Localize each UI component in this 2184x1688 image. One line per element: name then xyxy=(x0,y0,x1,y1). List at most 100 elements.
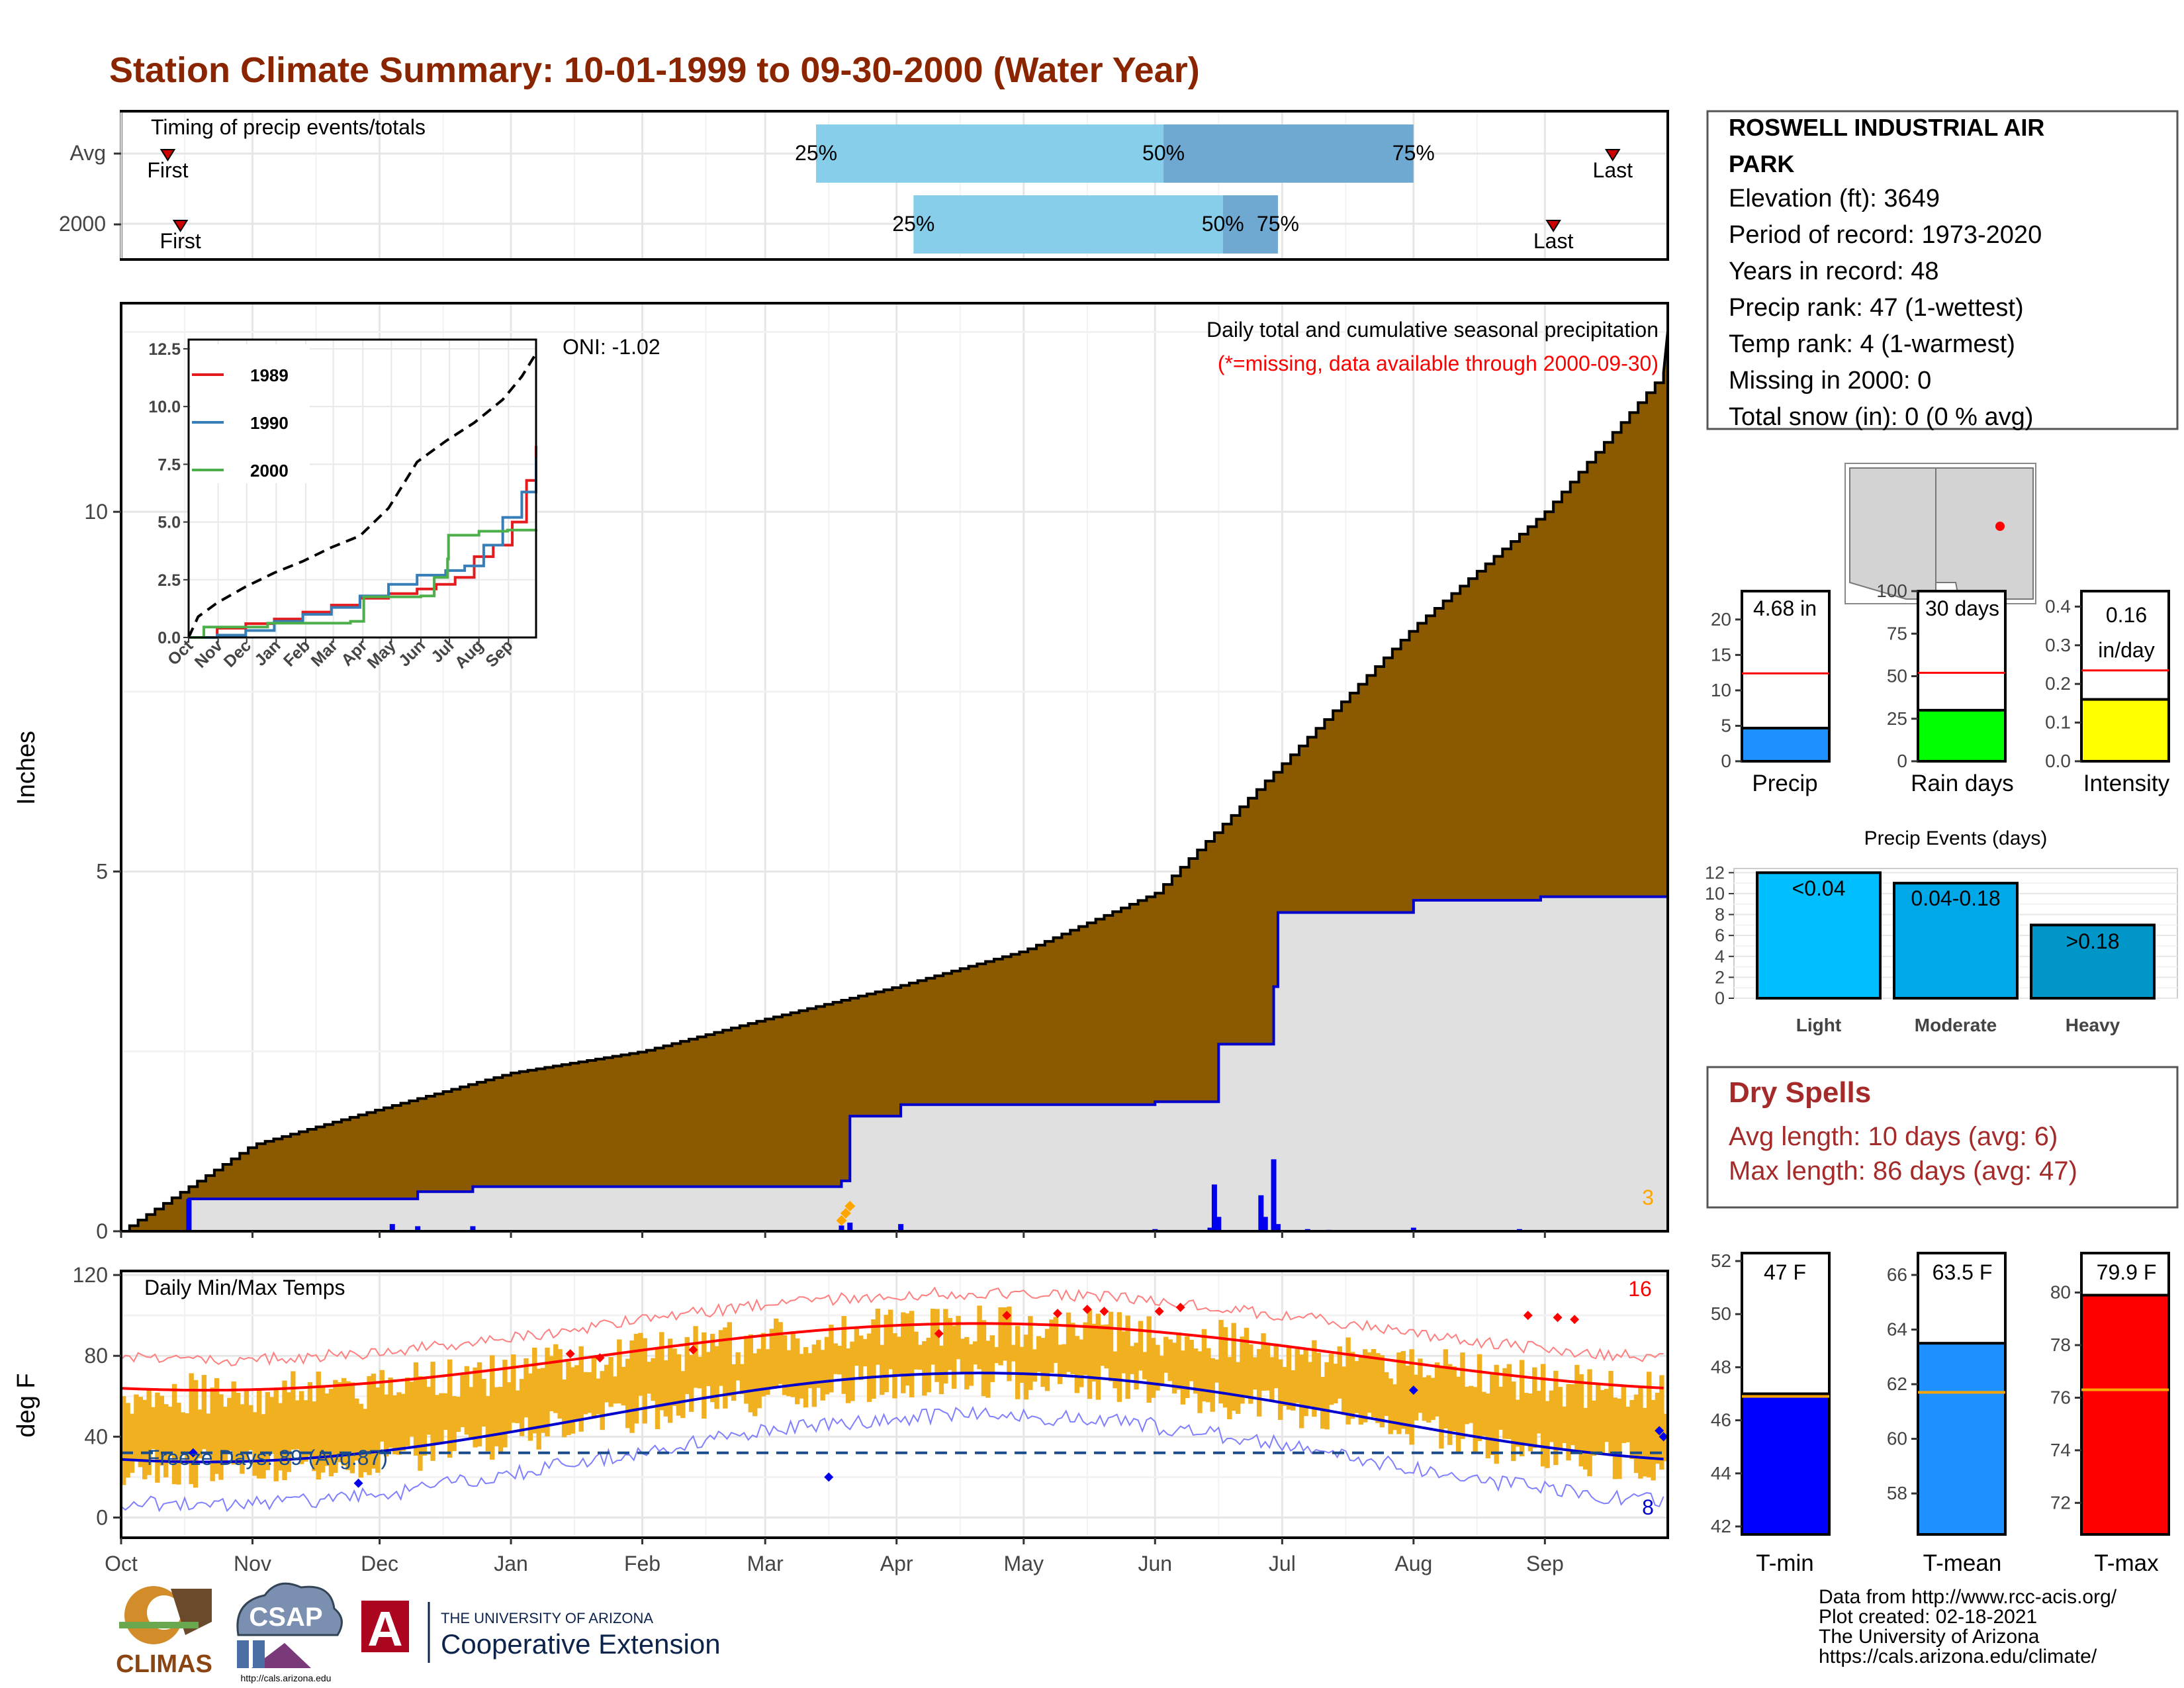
daily-temp-bar xyxy=(244,1389,250,1460)
daily-temp-bar xyxy=(1455,1376,1461,1452)
daily-temp-bar xyxy=(1171,1342,1177,1394)
timing-title: Timing of precip events/totals xyxy=(151,115,426,139)
temp-x-axis: Oct Nov Dec Jan Feb Mar Apr May Jun Jul Aug Sep xyxy=(105,1538,1564,1575)
tmax-record-line xyxy=(120,1286,1664,1367)
daily-temp-bar xyxy=(142,1399,148,1479)
daily-temp-bar xyxy=(1044,1329,1050,1391)
daily-temp-bar xyxy=(1515,1399,1520,1447)
tgauge-tmax-label: T-max xyxy=(2094,1550,2159,1576)
daily-temp-bar xyxy=(862,1338,868,1367)
daily-temp-bar xyxy=(265,1391,271,1470)
daily-temp-bar xyxy=(1524,1393,1529,1444)
daily-temp-bar xyxy=(413,1362,419,1456)
last-event-marker xyxy=(1604,149,1621,162)
daily-temp-bar xyxy=(841,1316,846,1394)
daily-temp-bar xyxy=(1409,1349,1414,1445)
record-low-marker xyxy=(1659,1432,1668,1442)
daily-temp-bar xyxy=(341,1378,347,1466)
timing-p50-label: 50% xyxy=(1142,141,1185,165)
temp-grid xyxy=(120,1271,1668,1538)
daily-temp-bar xyxy=(167,1406,173,1456)
daily-temp-bar xyxy=(735,1352,741,1381)
record-high-marker xyxy=(1099,1307,1109,1317)
record-high-marker xyxy=(1523,1311,1533,1321)
daily-temp-bar xyxy=(1028,1316,1033,1390)
gauge-value-bar xyxy=(2080,698,2170,763)
daily-temp-bar xyxy=(1163,1336,1169,1373)
daily-temp-bar xyxy=(256,1390,262,1479)
timing-p50-label: 50% xyxy=(1202,212,1244,236)
daily-temp-bar xyxy=(494,1387,499,1446)
daily-temp-bar xyxy=(1659,1375,1664,1470)
daily-temp-bar xyxy=(561,1379,567,1438)
inset-y-tick-label: 10.0 xyxy=(148,398,181,416)
daily-temp-bar xyxy=(210,1387,215,1481)
inset-chart: 0.02.55.07.510.012.5OctNovDecJanFebMarAp… xyxy=(148,338,537,673)
ua-logo-top-text: THE UNIVERSITY OF ARIZONA xyxy=(441,1610,653,1626)
daily-temp-bar xyxy=(968,1344,974,1386)
daily-temp-bar xyxy=(1180,1350,1186,1405)
daily-temp-bar xyxy=(303,1400,308,1462)
daily-temp-bar xyxy=(498,1387,504,1452)
last-event-label: Last xyxy=(1533,229,1574,253)
record-low-marker xyxy=(824,1472,834,1482)
daily-temp-bar xyxy=(1015,1325,1021,1399)
tgauge-tick-label: 76 xyxy=(2050,1387,2071,1407)
page-title: Station Climate Summary: 10-01-1999 to 0… xyxy=(109,50,1200,90)
daily-temp-bar xyxy=(1566,1383,1571,1461)
station-name-line1: ROSWELL INDUSTRIAL AIR xyxy=(1729,114,2044,141)
daily-temp-bar xyxy=(748,1334,754,1413)
daily-temp-bar xyxy=(1113,1351,1118,1389)
temp-y-tick-label: 120 xyxy=(73,1263,108,1287)
daily-temp-bar xyxy=(731,1364,737,1401)
daily-temp-bar xyxy=(709,1334,715,1403)
daily-temp-bar xyxy=(1218,1319,1224,1404)
daily-temp-bar xyxy=(829,1325,834,1393)
daily-temp-bar xyxy=(1298,1354,1304,1429)
tgauge-tmean-label: T-mean xyxy=(1923,1550,2002,1576)
daily-temp-bar xyxy=(1248,1344,1253,1404)
daily-temp-bar xyxy=(515,1390,520,1423)
daily-temp-bar xyxy=(655,1347,660,1429)
station-temp-rank: Temp rank: 4 (1-warmest) xyxy=(1729,330,2015,358)
gauge-intensity-unit: in/day xyxy=(2098,638,2154,662)
record-high-marker xyxy=(1002,1311,1012,1321)
first-event-marker xyxy=(159,149,176,162)
inset-max-line xyxy=(187,352,537,638)
daily-temp-bar xyxy=(617,1339,622,1404)
daily-temp-bar xyxy=(298,1391,304,1464)
oni-label: ONI: -1.02 xyxy=(563,335,660,359)
daily-temp-bar xyxy=(845,1348,851,1403)
daily-temp-bar xyxy=(1240,1336,1245,1404)
dry-spells-avg: Avg length: 10 days (avg: 6) xyxy=(1729,1122,2058,1151)
daily-temp-bar xyxy=(1506,1364,1512,1440)
temp-y-tick-label: 0 xyxy=(96,1505,108,1529)
tgauge-tick-label: 44 xyxy=(1711,1463,1731,1483)
daily-temp-bar xyxy=(1269,1357,1275,1402)
daily-temp-bar xyxy=(934,1309,940,1382)
daily-temp-bar xyxy=(282,1380,287,1480)
daily-temp-bar xyxy=(1426,1375,1432,1423)
daily-temp-bar xyxy=(1358,1357,1364,1425)
record-low-marker xyxy=(353,1478,363,1488)
daily-temp-bar xyxy=(727,1322,732,1397)
daily-temp-bar xyxy=(485,1396,491,1452)
daily-temp-bar xyxy=(1100,1325,1105,1366)
timing-row-label-2000: 2000 xyxy=(59,212,106,236)
daily-temp-bar xyxy=(930,1309,936,1365)
daily-temp-bar xyxy=(604,1364,610,1403)
tgauge-value-bar xyxy=(2080,1293,2170,1536)
temp-x-tick-label: Oct xyxy=(105,1552,138,1575)
footer-url: https://cals.arizona.edu/climate/ xyxy=(1819,1646,2097,1667)
daily-temp-bar xyxy=(1400,1350,1406,1429)
daily-temp-bar xyxy=(1451,1366,1457,1432)
events-bar xyxy=(2030,923,2156,1000)
daily-temp-bar xyxy=(1578,1374,1584,1467)
daily-temp-bar xyxy=(506,1382,512,1432)
daily-temp-bar xyxy=(1277,1359,1283,1421)
daily-temp-bar xyxy=(1600,1389,1605,1455)
daily-temp-bar xyxy=(1612,1397,1618,1479)
daily-precip-bar xyxy=(847,1222,853,1231)
events-label-light: Light xyxy=(1796,1015,1841,1035)
daily-temp-bar xyxy=(1527,1393,1533,1452)
